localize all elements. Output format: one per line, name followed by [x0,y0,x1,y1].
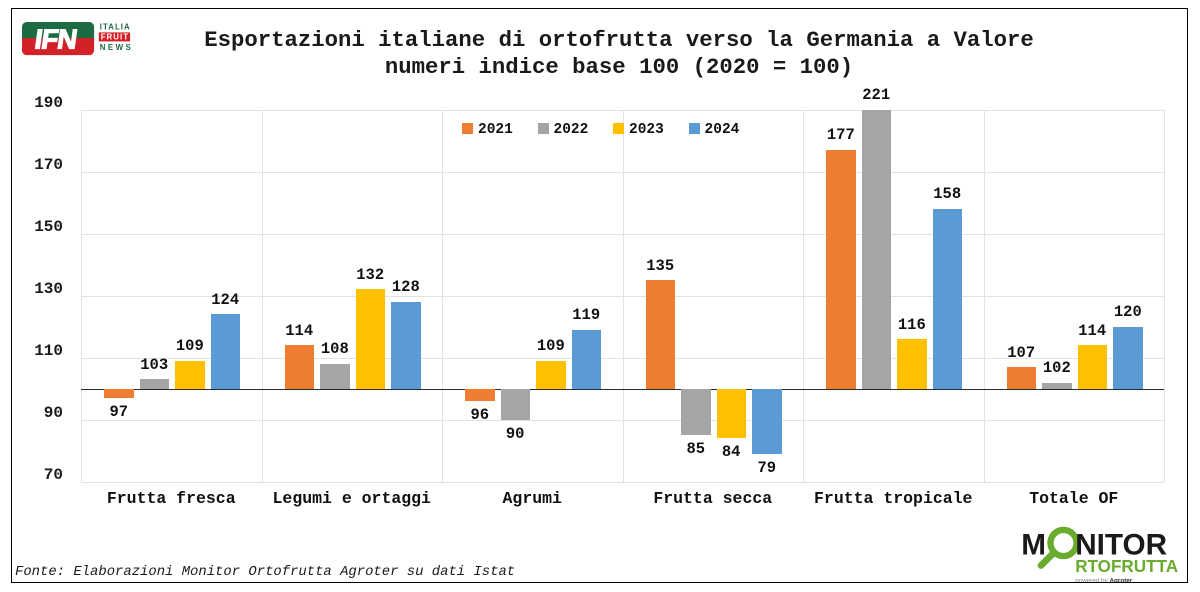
svg-text:M: M [1021,529,1046,562]
svg-text:RTOFRUTTA: RTOFRUTTA [1075,557,1178,576]
svg-text:powered by Agroter: powered by Agroter [1075,578,1133,583]
